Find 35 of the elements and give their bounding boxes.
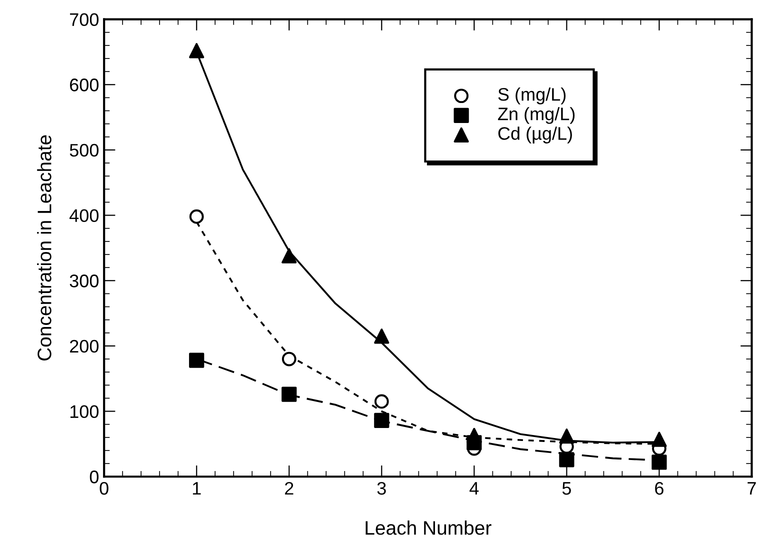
y-tick-label: 500: [70, 144, 99, 157]
y-tick-label: 700: [70, 13, 99, 26]
y-axis-title: Concentration in Leachate: [37, 135, 52, 360]
point: [189, 352, 204, 368]
point: [282, 248, 297, 264]
point: [189, 209, 204, 224]
x-tick-label: 2: [285, 482, 294, 495]
point: [559, 428, 574, 444]
x-axis-title: Leach Number: [366, 520, 492, 535]
y-tick-label: 600: [70, 78, 99, 92]
legend-label: S (mg/L): [498, 88, 566, 104]
x-tick-label: 0: [100, 482, 108, 495]
point: [466, 428, 482, 444]
y-tick-label: 200: [70, 340, 99, 353]
legend-label: Zn (mg/L): [498, 107, 575, 124]
point: [559, 452, 574, 468]
point: [374, 394, 389, 409]
x-tick-label: 7: [748, 482, 756, 495]
y-tick-label: 0: [90, 470, 99, 484]
y-tick-label: 300: [70, 274, 99, 288]
x-tick-label: 4: [470, 482, 479, 495]
legend-label: Cd (µg/L): [498, 126, 572, 144]
y-tick-label: 100: [70, 405, 99, 418]
y-tick-label: 400: [70, 209, 99, 222]
x-tick-label: 1: [192, 482, 201, 495]
x-tick-label: 5: [562, 482, 571, 495]
x-tick-label: 3: [377, 482, 386, 495]
point: [374, 328, 390, 344]
point: [652, 432, 667, 447]
point: [189, 43, 204, 58]
point: [282, 386, 297, 402]
point: [652, 454, 667, 470]
point: [374, 412, 390, 428]
point: [282, 352, 296, 366]
x-tick-label: 6: [655, 482, 664, 495]
